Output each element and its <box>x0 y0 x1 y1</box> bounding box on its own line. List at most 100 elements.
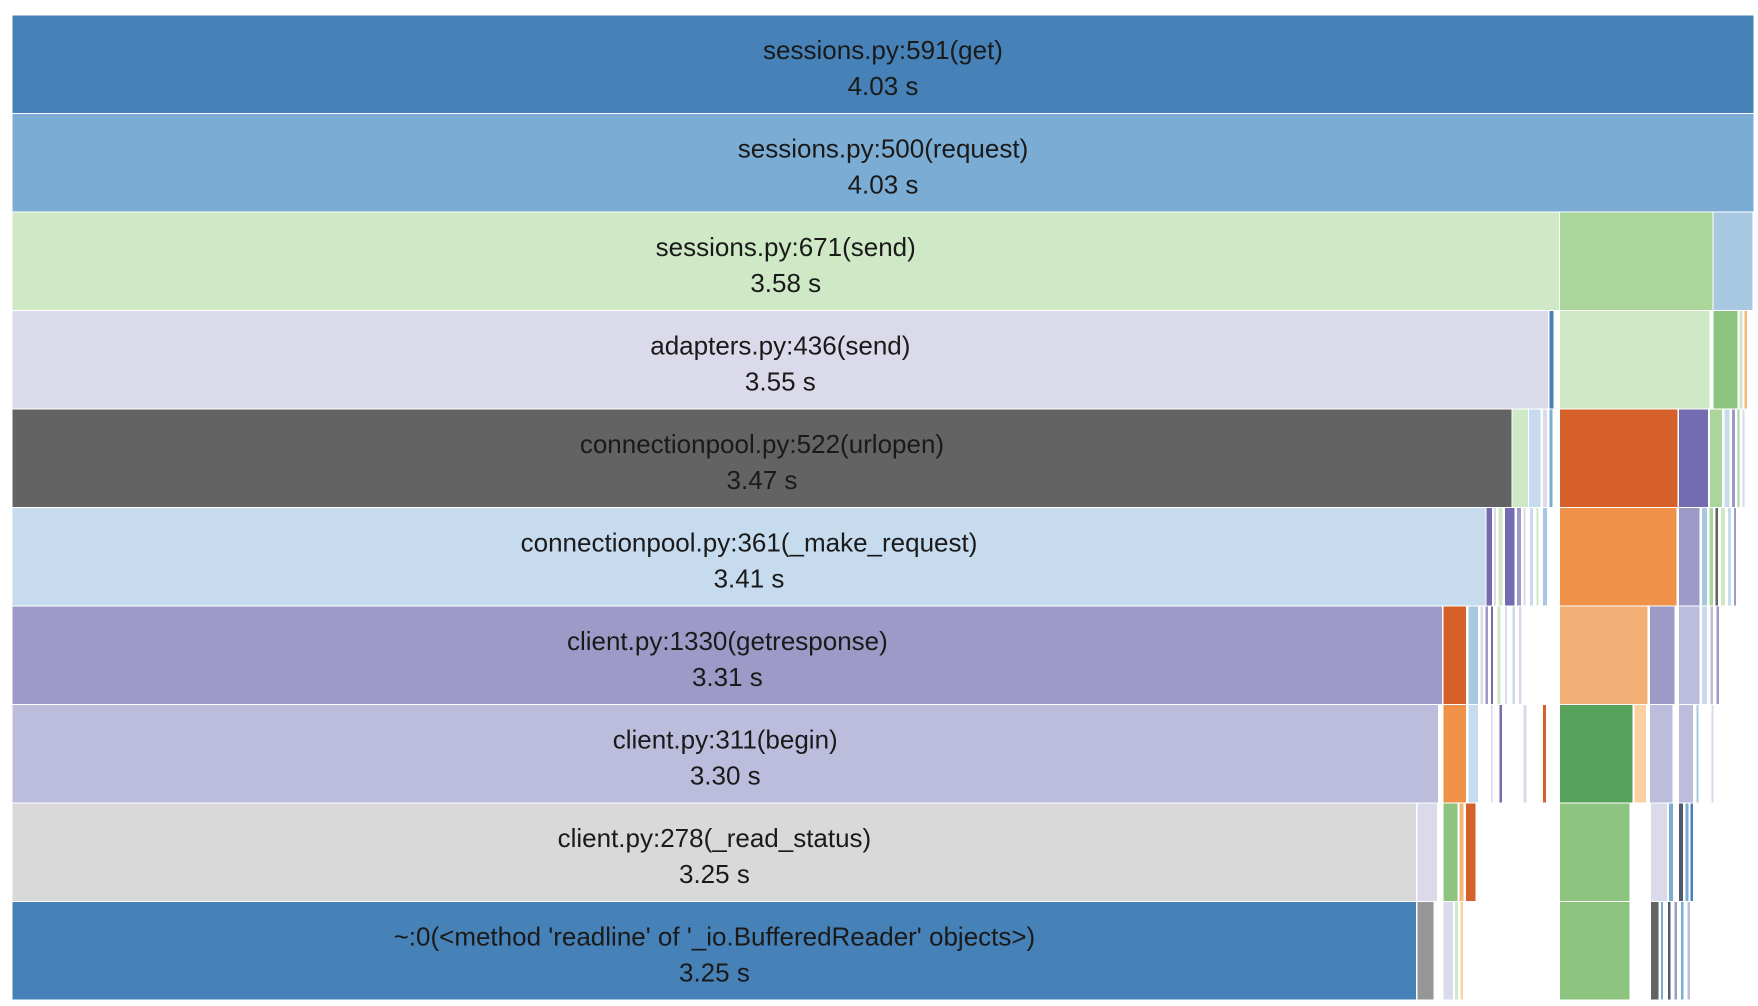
frame-block[interactable] <box>1673 900 1679 1001</box>
frame-block[interactable] <box>1712 309 1739 410</box>
frame-rect[interactable] <box>1503 506 1516 607</box>
frame-rect[interactable] <box>1712 309 1739 410</box>
frame-block[interactable] <box>1541 506 1548 607</box>
frame-block[interactable] <box>1684 802 1690 903</box>
frame-rect[interactable] <box>1485 506 1494 607</box>
frame-block[interactable] <box>1442 900 1455 1001</box>
frame-rect[interactable] <box>1710 703 1715 804</box>
frame-rect[interactable] <box>11 900 1418 1001</box>
frame-rect[interactable] <box>1527 408 1542 509</box>
frame-2[interactable]: sessions.py:671(send) 3.58 s <box>11 211 1561 312</box>
frame-rect[interactable] <box>1464 802 1477 903</box>
frame-rect[interactable] <box>11 211 1561 312</box>
frame-rect[interactable] <box>1700 605 1709 706</box>
frame-rect[interactable] <box>1677 703 1695 804</box>
frame-block[interactable] <box>1548 309 1555 410</box>
frame-block[interactable] <box>1497 506 1504 607</box>
frame-rect[interactable] <box>1667 802 1675 903</box>
frame-rect[interactable] <box>1467 605 1480 706</box>
frame-rect[interactable] <box>1479 605 1485 706</box>
frame-block[interactable] <box>1743 309 1749 410</box>
frame-rect[interactable] <box>1649 802 1669 903</box>
frame-block[interactable] <box>1558 506 1678 607</box>
frame-6[interactable]: client.py:1330(getresponse) 3.31 s <box>11 605 1444 706</box>
frame-rect[interactable] <box>1649 900 1660 1001</box>
frame-block[interactable] <box>1503 605 1509 706</box>
frame-rect[interactable] <box>1497 506 1504 607</box>
frame-block[interactable] <box>1679 900 1685 1001</box>
frame-block[interactable] <box>1484 605 1490 706</box>
frame-block[interactable] <box>1709 605 1714 706</box>
frame-rect[interactable] <box>11 506 1487 607</box>
frame-rect[interactable] <box>1673 900 1679 1001</box>
frame-block[interactable] <box>1442 802 1459 903</box>
frame-block[interactable] <box>1558 309 1711 410</box>
frame-rect[interactable] <box>1741 408 1746 509</box>
frame-rect[interactable] <box>1522 506 1527 607</box>
frame-block[interactable] <box>1492 506 1498 607</box>
frame-block[interactable] <box>1467 703 1480 804</box>
frame-block[interactable] <box>1730 408 1737 509</box>
frame-block[interactable] <box>1736 408 1741 509</box>
frame-block[interactable] <box>1689 802 1695 903</box>
frame-block[interactable] <box>1700 605 1709 706</box>
frame-block[interactable] <box>1522 703 1528 804</box>
frame-rect[interactable] <box>1723 408 1731 509</box>
frame-4[interactable]: connectionpool.py:522(urlopen) 3.47 s <box>11 408 1513 509</box>
frame-rect[interactable] <box>1679 900 1685 1001</box>
frame-rect[interactable] <box>1695 703 1700 804</box>
frame-rect[interactable] <box>1541 506 1548 607</box>
frame-rect[interactable] <box>1732 506 1738 607</box>
frame-block[interactable] <box>1677 408 1710 509</box>
frame-block[interactable] <box>1648 703 1674 804</box>
frame-rect[interactable] <box>1459 900 1465 1001</box>
frame-rect[interactable] <box>1511 408 1529 509</box>
frame-rect[interactable] <box>1489 703 1494 804</box>
frame-block[interactable] <box>1522 506 1527 607</box>
frame-rect[interactable] <box>1517 605 1523 706</box>
frame-block[interactable] <box>1535 506 1540 607</box>
frame-rect[interactable] <box>1522 703 1528 804</box>
frame-block[interactable] <box>1558 802 1631 903</box>
frame-block[interactable] <box>1558 211 1714 312</box>
frame-block[interactable] <box>1558 703 1634 804</box>
frame-block[interactable] <box>1732 506 1738 607</box>
frame-rect[interactable] <box>1709 605 1714 706</box>
frame-rect[interactable] <box>11 703 1440 804</box>
frame-block[interactable] <box>1489 703 1494 804</box>
frame-rect[interactable] <box>1689 802 1695 903</box>
frame-rect[interactable] <box>11 408 1513 509</box>
frame-rect[interactable] <box>1730 408 1737 509</box>
frame-rect[interactable] <box>1548 408 1554 509</box>
frame-rect[interactable] <box>1738 309 1744 410</box>
frame-rect[interactable] <box>1700 506 1709 607</box>
frame-block[interactable] <box>1467 605 1480 706</box>
frame-rect[interactable] <box>1558 211 1714 312</box>
frame-rect[interactable] <box>1677 802 1685 903</box>
frame-rect[interactable] <box>1719 506 1727 607</box>
frame-rect[interactable] <box>1726 506 1733 607</box>
frame-rect[interactable] <box>1548 309 1555 410</box>
frame-block[interactable] <box>1686 900 1692 1001</box>
frame-block[interactable] <box>1464 802 1477 903</box>
frame-rect[interactable] <box>11 14 1755 115</box>
frame-block[interactable] <box>1498 703 1504 804</box>
frame-rect[interactable] <box>1558 802 1631 903</box>
frame-block[interactable] <box>1633 703 1648 804</box>
frame-block[interactable] <box>1726 506 1733 607</box>
frame-rect[interactable] <box>1558 506 1678 607</box>
frame-block[interactable] <box>1723 408 1731 509</box>
frame-rect[interactable] <box>1442 900 1455 1001</box>
frame-block[interactable] <box>1548 408 1554 509</box>
frame-rect[interactable] <box>1467 703 1480 804</box>
frame-rect[interactable] <box>1453 900 1460 1001</box>
frame-rect[interactable] <box>1633 703 1648 804</box>
frame-rect[interactable] <box>1528 506 1535 607</box>
frame-rect[interactable] <box>11 309 1550 410</box>
frame-rect[interactable] <box>1558 703 1634 804</box>
frame-block[interactable] <box>1558 605 1649 706</box>
frame-rect[interactable] <box>1511 605 1516 706</box>
frame-rect[interactable] <box>1714 506 1720 607</box>
frame-1[interactable]: sessions.py:500(request) 4.03 s <box>11 112 1755 213</box>
frame-block[interactable] <box>1649 802 1669 903</box>
